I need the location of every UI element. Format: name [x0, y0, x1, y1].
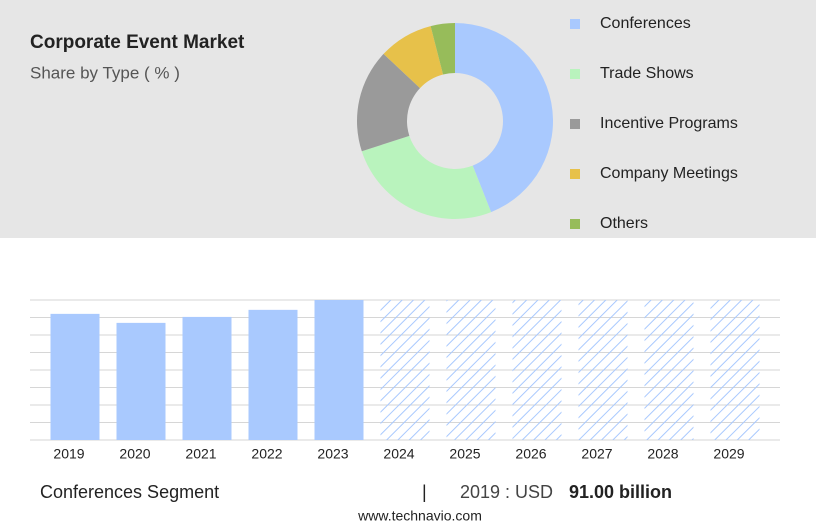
legend-label: Trade Shows — [600, 65, 694, 82]
footer-segment: Conferences Segment — [40, 482, 219, 502]
forecast-placeholder — [380, 300, 430, 440]
x-tick-label: 2025 — [449, 446, 480, 462]
bar — [182, 316, 232, 440]
x-tick-label: 2027 — [581, 446, 612, 462]
donut-slice — [430, 23, 455, 75]
donut-slice — [361, 135, 492, 220]
x-tick-label: 2020 — [119, 446, 150, 462]
forecast-placeholder — [446, 300, 496, 440]
chart-title: Corporate Event Market — [30, 32, 245, 53]
forecast-placeholder — [512, 300, 562, 440]
x-tick-label: 2021 — [185, 446, 216, 462]
donut-slice — [383, 26, 444, 89]
forecast-placeholder — [578, 300, 628, 440]
legend-swatch — [570, 19, 580, 29]
footer-year: 2019 : USD — [460, 482, 553, 502]
legend-label: Others — [600, 215, 648, 232]
x-tick-label: 2019 — [53, 446, 84, 462]
legend: Conferences Trade Shows Incentive Programs… — [570, 15, 738, 232]
x-tick-label: 2022 — [251, 446, 282, 462]
legend-swatch — [570, 219, 580, 229]
footer-value: 91.00 billion — [569, 482, 672, 502]
forecast-placeholder — [644, 300, 694, 440]
legend-swatch — [570, 69, 580, 79]
x-tick-label: 2029 — [713, 446, 744, 462]
x-tick-label: 2024 — [383, 446, 414, 462]
legend-label: Incentive Programs — [600, 115, 738, 132]
donut-slice — [455, 23, 554, 213]
x-tick-label: 2026 — [515, 446, 546, 462]
x-tick-label: 2028 — [647, 446, 678, 462]
footer-separator: | — [422, 482, 427, 502]
bar — [50, 313, 100, 440]
forecast-placeholder — [710, 300, 760, 440]
donut-slice — [357, 53, 421, 152]
bar-chart: 2019 2020 2021 2022 2023 2024 2025 2026 2027 2028… — [30, 299, 780, 462]
legend-label: Company Meetings — [600, 165, 738, 182]
legend-swatch — [570, 169, 580, 179]
bar — [116, 322, 166, 440]
bar — [248, 309, 298, 440]
bar — [314, 300, 364, 440]
chart-subtitle: Share by Type ( % ) — [30, 63, 180, 82]
legend-label: Conferences — [600, 15, 691, 32]
legend-swatch — [570, 119, 580, 129]
x-tick-label: 2023 — [317, 446, 348, 462]
donut — [357, 23, 554, 220]
footer-source: www.technavio.com — [357, 508, 482, 524]
